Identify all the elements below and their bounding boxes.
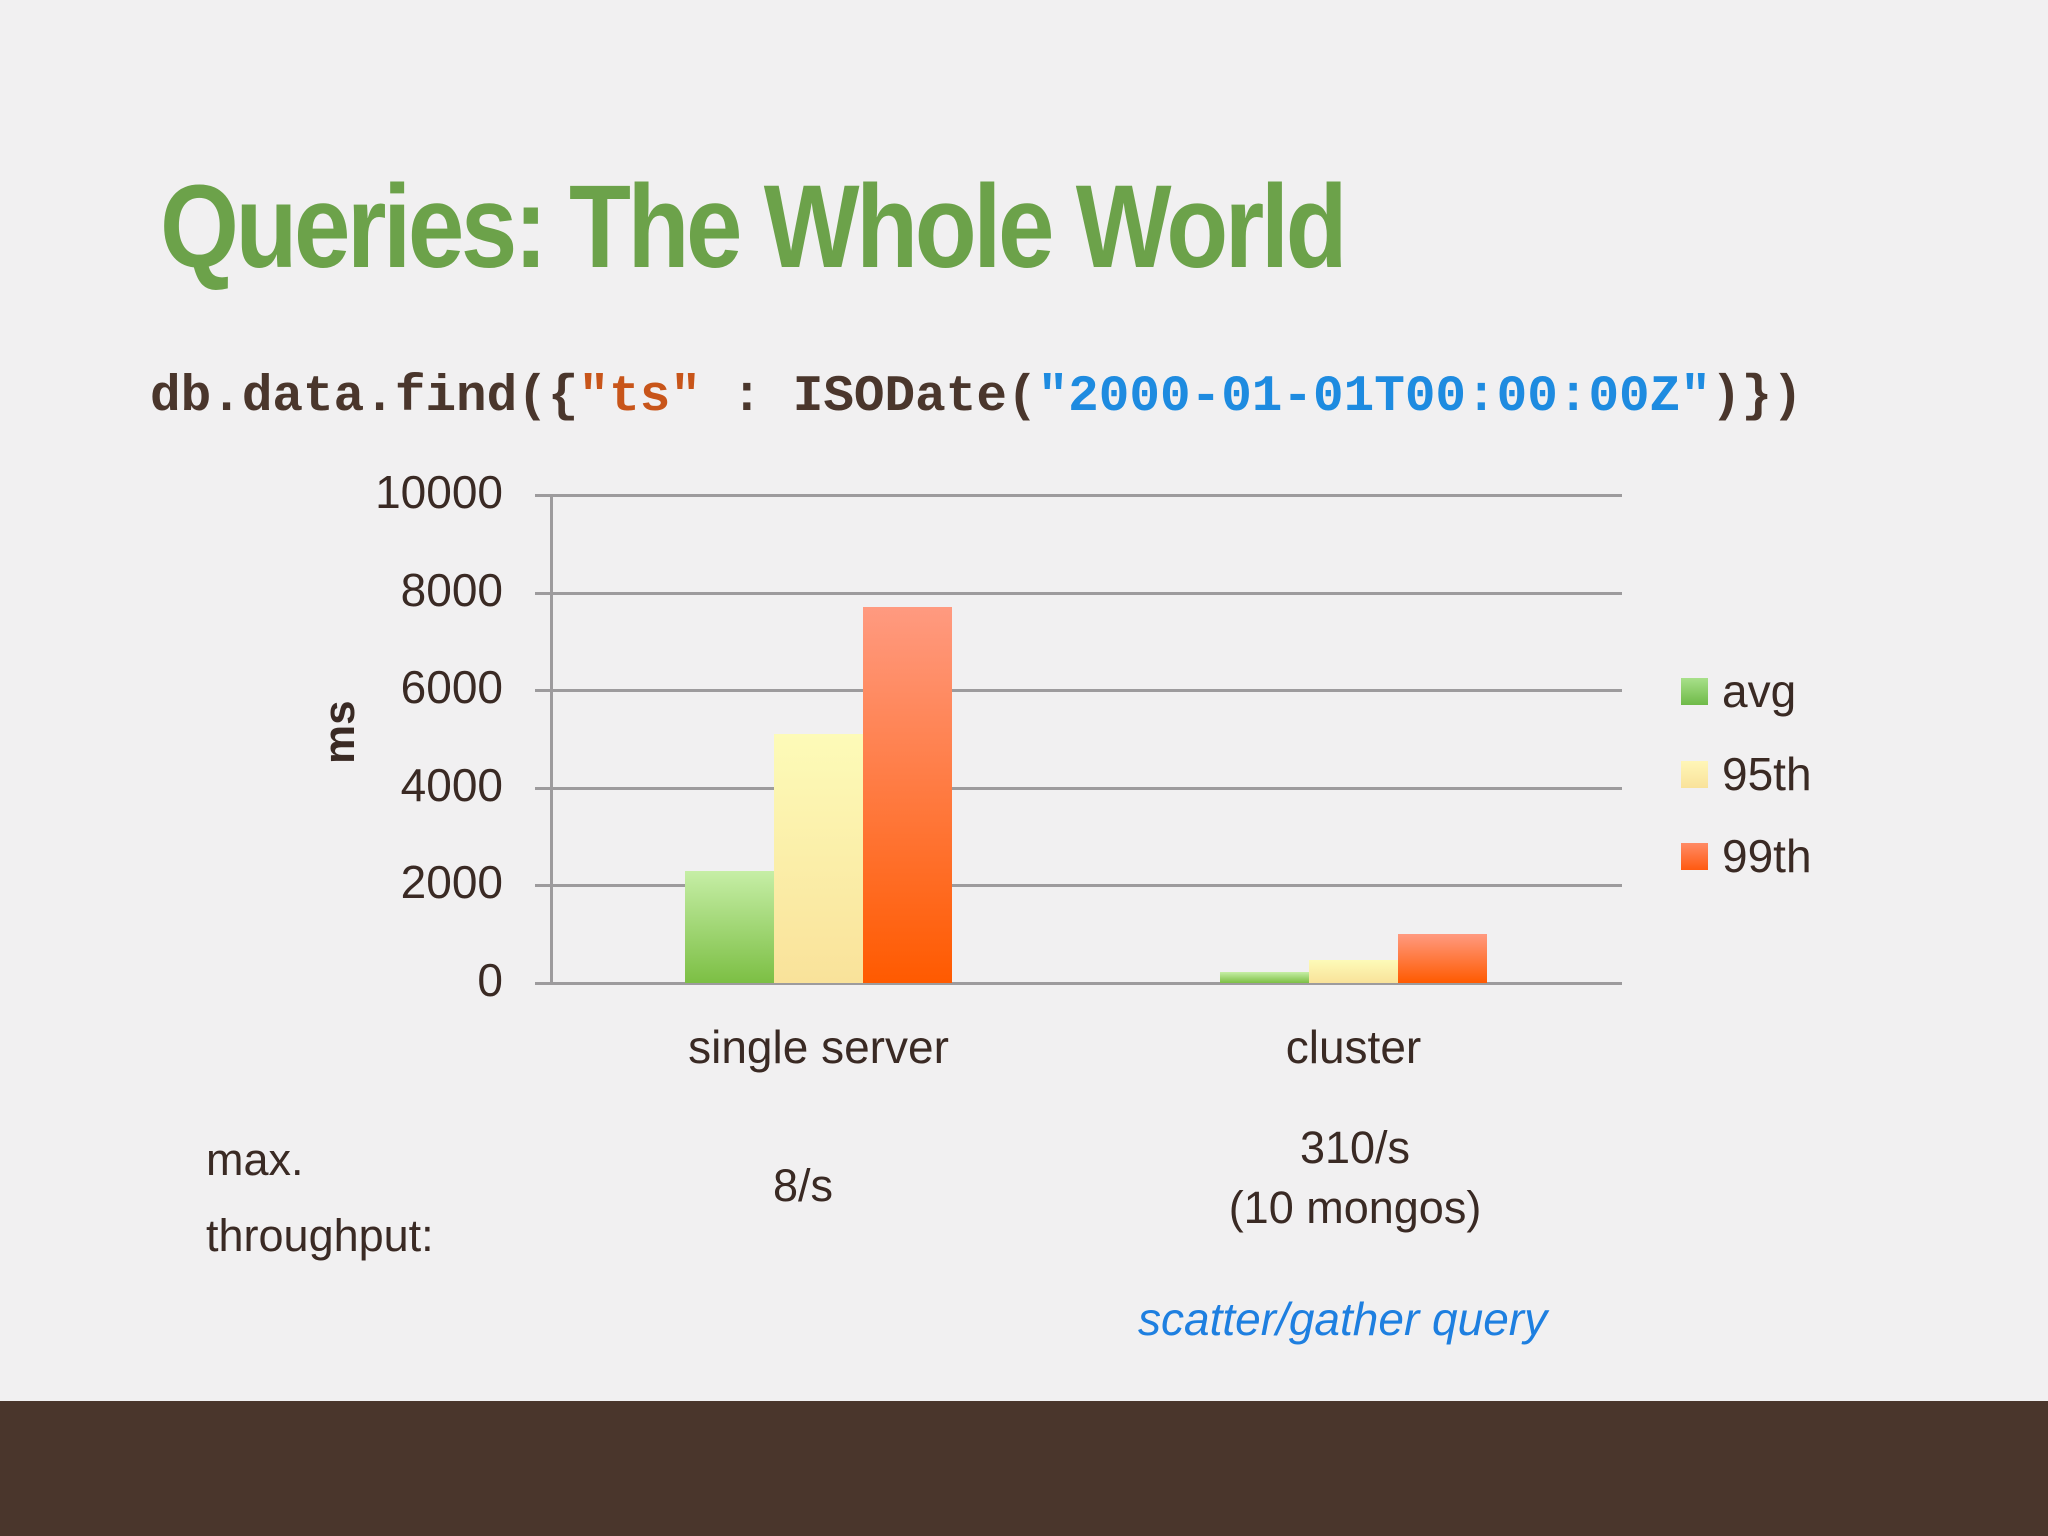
legend-item-99th: 99th	[1681, 830, 1812, 882]
y-tick-label: 0	[477, 954, 503, 1006]
bar-avg-single-server	[685, 870, 774, 983]
throughput-cluster-line1: 310/s	[1299, 1122, 1411, 1173]
x-category-label: cluster	[1285, 1021, 1422, 1073]
code-suffix: )})	[1710, 369, 1803, 426]
y-axis-label: ms	[315, 700, 364, 764]
gridline	[535, 494, 1622, 497]
gridline	[535, 884, 1622, 888]
y-axis-line	[550, 495, 553, 985]
bar-avg-cluster	[1220, 971, 1309, 983]
code-middle: : ISODate(	[700, 369, 1038, 426]
throughput-label-line2: throughput:	[206, 1210, 434, 1261]
slide-title: Queries: The Whole World	[160, 161, 1348, 293]
gridline	[535, 591, 1622, 595]
legend-label-95th: 95th	[1722, 748, 1812, 800]
code-string: "2000-01-01T00:00:00Z"	[1037, 369, 1711, 426]
footer-bar	[0, 1401, 2048, 1536]
throughput-label-line1: max.	[206, 1134, 304, 1185]
scatter-gather-annotation: scatter/gather query	[1138, 1293, 1548, 1345]
code-key: "ts"	[578, 369, 701, 426]
throughput-cluster: 310/s (10 mongos)	[1229, 1118, 1482, 1238]
legend-item-avg: avg	[1681, 665, 1797, 717]
bar-99th-single-server	[863, 607, 952, 983]
gridline	[535, 982, 1622, 985]
gridline	[535, 689, 1622, 693]
y-tick-label: 4000	[400, 758, 503, 811]
query-code: db.data.find({"ts" : ISODate("2000-01-01…	[150, 372, 1803, 423]
bar-95th-cluster	[1309, 959, 1398, 983]
y-tick-label: 6000	[400, 661, 503, 714]
legend-item-95th: 95th	[1681, 748, 1812, 800]
legend-label-99th: 99th	[1722, 830, 1812, 882]
gridline	[535, 786, 1622, 790]
code-prefix: db.data.find({	[150, 369, 579, 426]
throughput-cluster-line2: (10 mongos)	[1228, 1182, 1482, 1233]
y-tick-label: 8000	[400, 563, 503, 616]
x-category-label: single server	[688, 1021, 949, 1073]
legend-swatch-avg	[1681, 677, 1708, 705]
bar-chart: 0 2000 4000 6000 8000 10000 ms single server c…	[315, 466, 1812, 1073]
y-tick-label: 2000	[400, 856, 503, 909]
legend-label-avg: avg	[1722, 665, 1797, 717]
y-tick-label: 10000	[375, 466, 503, 518]
legend-swatch-95th	[1681, 760, 1708, 788]
bar-99th-cluster	[1398, 934, 1487, 983]
legend-swatch-99th	[1681, 842, 1708, 870]
throughput-label: max. throughput:	[206, 1122, 434, 1274]
throughput-single-server: 8/s	[772, 1160, 834, 1211]
bar-95th-single-server	[774, 734, 863, 983]
